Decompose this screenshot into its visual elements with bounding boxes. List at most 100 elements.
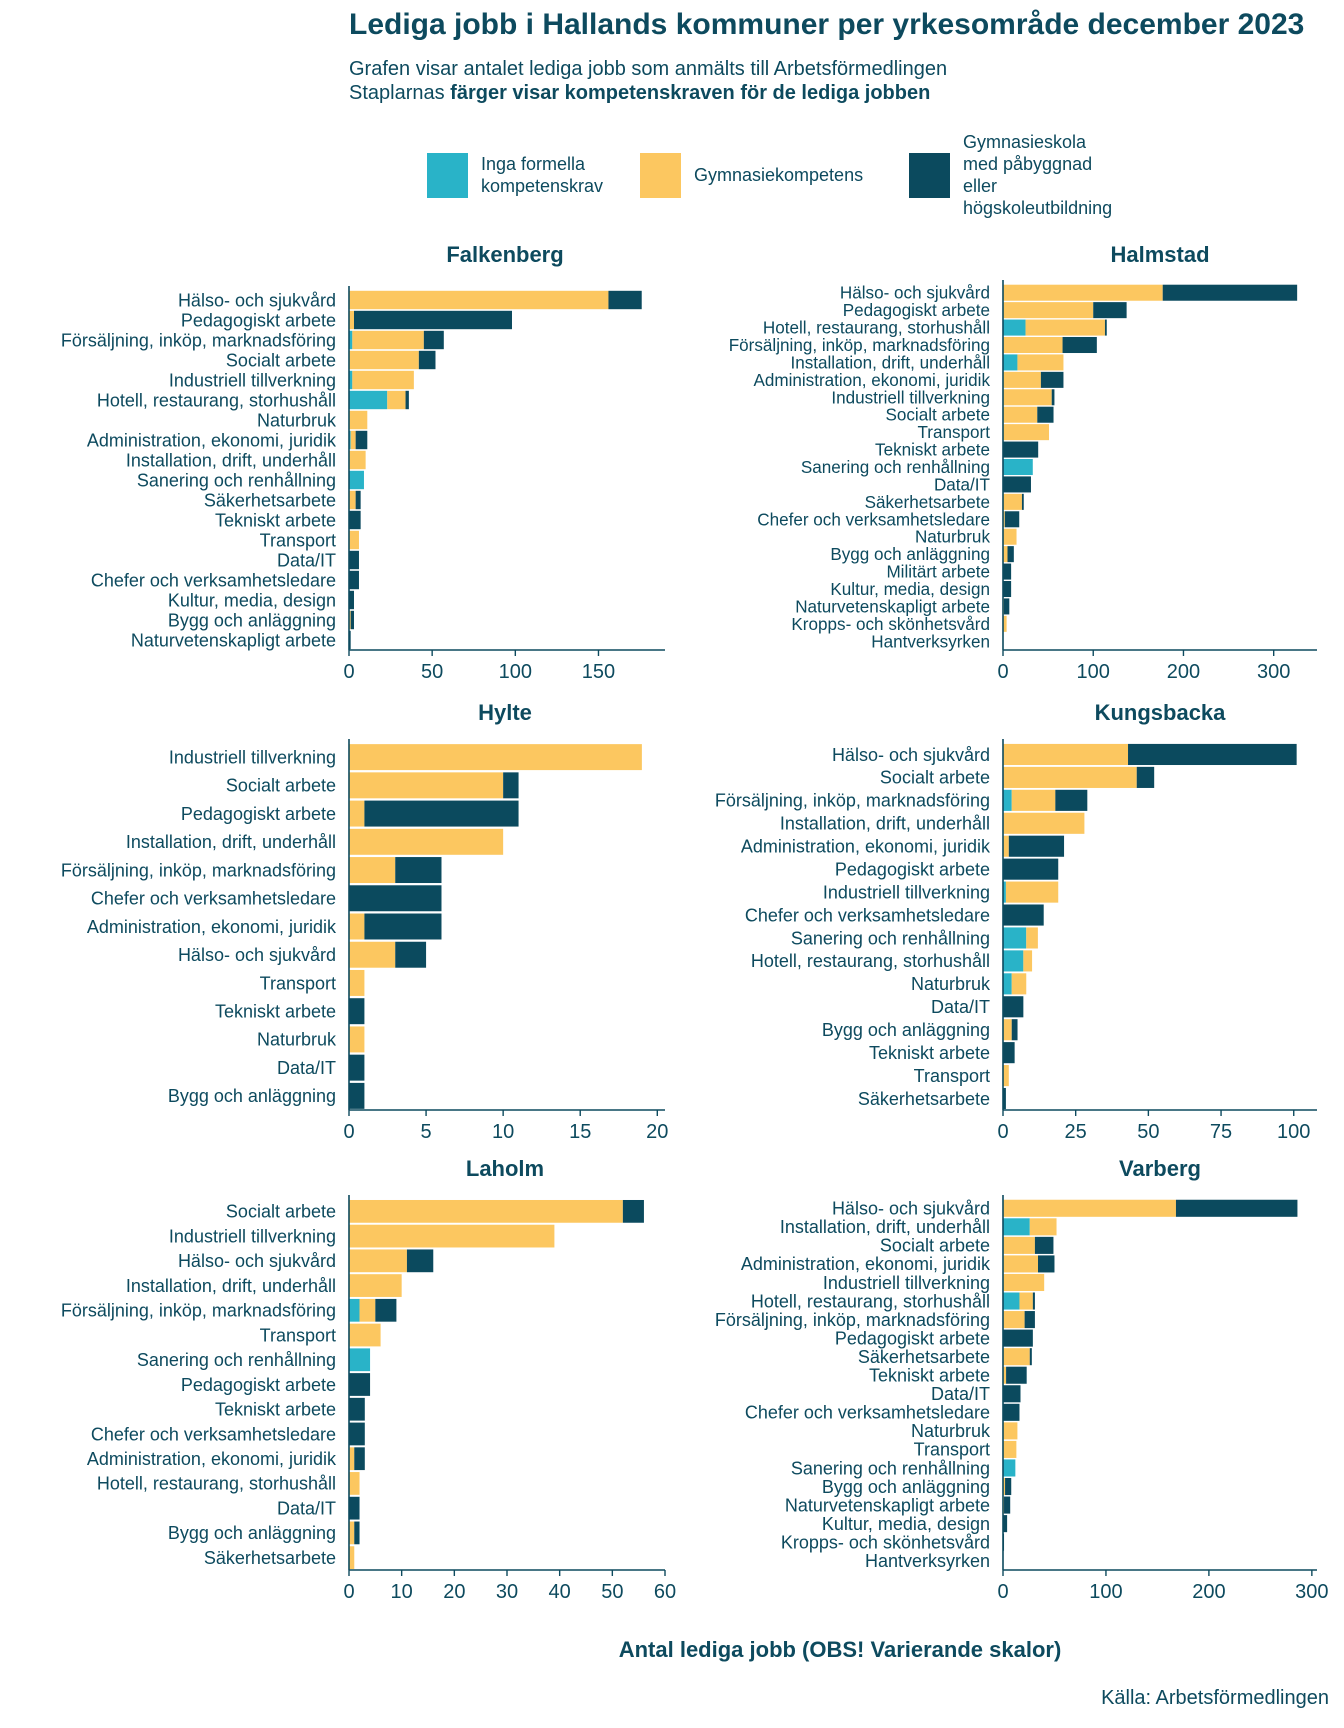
bar-segment (1162, 284, 1298, 301)
category-label: Installation, drift, underhåll (126, 450, 336, 470)
bar-segment (349, 490, 356, 510)
bar-segment (423, 330, 444, 350)
category-label: Installation, drift, underhåll (780, 1217, 990, 1237)
x-axis-label: Antal lediga jobb (OBS! Varierande skalo… (618, 1637, 1062, 1662)
category-label: Säkerhetsarbete (858, 1089, 990, 1109)
category-label: Hälso- och sjukvård (832, 1199, 990, 1219)
bar-segment (1011, 973, 1027, 995)
panel-title: Laholm (466, 1156, 544, 1181)
bar-segment (349, 510, 361, 530)
panel-falkenberg: Falkenberg Hälso- och sjukvårdPedagogiskt… (61, 242, 665, 683)
category-label: Administration, ekonomi, juridik (87, 917, 337, 937)
bar-segment (349, 998, 365, 1025)
bar-segment (349, 310, 354, 330)
category-label: Chefer och verksamhetsledare (91, 889, 336, 909)
bar-segment (1003, 1477, 1006, 1496)
bar-segment (1011, 1019, 1018, 1041)
x-tick-label: 50 (1137, 1121, 1159, 1143)
bar-segment (349, 610, 351, 630)
bar-segment (349, 885, 442, 912)
legend-label: Gymnasiekompetens (694, 165, 864, 185)
subtitle-line-2: Staplarnas färger visar kompetenskraven … (349, 81, 947, 105)
bar-segment (349, 1298, 360, 1322)
bar-segment (1003, 511, 1005, 528)
category-label: Naturbruk (911, 1421, 991, 1441)
category-label: Transport (260, 530, 336, 550)
bar-segment (1104, 319, 1107, 336)
bar-segment (1003, 1087, 1006, 1110)
bar-segment (1003, 1218, 1030, 1236)
category-label: Kropps- och skönhetsvård (791, 615, 990, 634)
bar-segment (349, 370, 353, 390)
bar-segment (349, 828, 504, 855)
bar-segment (349, 350, 419, 370)
category-label: Hantverksyrken (871, 632, 990, 651)
bar-segment (349, 941, 396, 968)
category-label: Naturbruk (915, 528, 991, 547)
x-tick-label: 25 (1065, 1121, 1087, 1143)
x-tick-label: 100 (1077, 661, 1110, 683)
bar-segment (1006, 1366, 1027, 1384)
bar-segment (349, 570, 359, 590)
category-label: Bygg och anläggning (822, 1020, 990, 1040)
category-label: Data/IT (277, 550, 336, 570)
bar-segment (1025, 319, 1105, 336)
bar-segment (349, 969, 365, 996)
bar-segment (1003, 881, 1006, 903)
category-label: Pedagogiskt arbete (835, 859, 990, 879)
bar-segment (1003, 615, 1007, 632)
bar-segment (503, 772, 519, 799)
bar-segment (1003, 1403, 1020, 1421)
bar-segment (1037, 406, 1054, 423)
bar-segment (1003, 1385, 1021, 1403)
x-tick-label: 10 (391, 1581, 413, 1603)
x-tick-label: 5 (421, 1121, 432, 1143)
bar-segment (349, 390, 388, 410)
bar-segment (1003, 1422, 1018, 1440)
x-tick-label: 20 (443, 1581, 465, 1603)
bar-segment (1004, 1496, 1011, 1514)
category-label: Försäljning, inköp, marknadsföring (729, 336, 990, 355)
panel-varberg: Varberg Hälso- och sjukvårdInstallation, … (715, 1156, 1329, 1603)
bar-segment (349, 1348, 371, 1372)
bar-segment (353, 310, 512, 330)
bar-segment (608, 290, 642, 310)
bar-segment (1003, 563, 1012, 580)
x-tick-label: 200 (1167, 661, 1200, 683)
bar-segment (349, 450, 366, 470)
category-label: Försäljning, inköp, marknadsföring (715, 791, 990, 811)
bar-segment (1003, 424, 1050, 441)
category-label: Socialt arbete (226, 1202, 336, 1222)
x-tick-label: 300 (1295, 1581, 1328, 1603)
bar-segment (1003, 319, 1026, 336)
bar-segment (349, 1224, 555, 1248)
x-tick-label: 60 (654, 1581, 676, 1603)
category-label: Administration, ekonomi, juridik (753, 371, 990, 390)
bar-segment (1003, 1273, 1045, 1292)
category-label: Hantverksyrken (865, 1551, 990, 1571)
category-label: Installation, drift, underhåll (780, 814, 990, 834)
x-tick-label: 0 (997, 661, 1008, 683)
bar-segment (1003, 858, 1059, 880)
bar-segment (359, 1298, 376, 1322)
bar-segment (1003, 789, 1012, 811)
bar-segment (1003, 493, 1022, 510)
category-label: Transport (914, 1066, 990, 1086)
category-label: Data/IT (931, 1384, 990, 1404)
bar-segment (349, 1323, 381, 1347)
bar-segment (1029, 1348, 1032, 1366)
category-label: Tekniskt arbete (869, 1043, 990, 1063)
bar-segment (1003, 973, 1012, 995)
category-label: Pedagogiskt arbete (181, 310, 336, 330)
subtitle-line-2-prefix: Staplarnas (349, 82, 451, 104)
panel-title: Varberg (1119, 1156, 1201, 1181)
category-label: Hälso- och sjukvård (178, 290, 336, 310)
category-label: Administration, ekonomi, juridik (87, 430, 337, 450)
category-label: Industriell tillverkning (169, 370, 336, 390)
x-tick-label: 150 (582, 661, 615, 683)
bar-segment (1003, 1348, 1030, 1366)
bar-segment (622, 1199, 644, 1223)
category-label: Socialt arbete (880, 768, 990, 788)
bar-segment (349, 1397, 365, 1421)
